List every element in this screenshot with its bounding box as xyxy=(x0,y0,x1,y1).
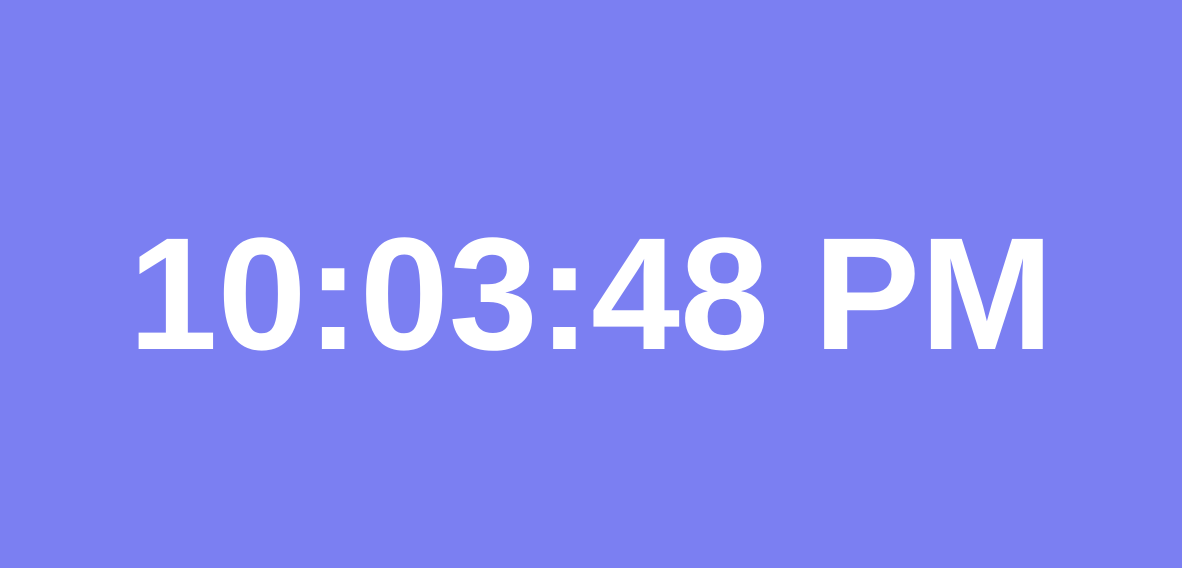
digital-clock-time: 10:03:48 PM xyxy=(128,204,1054,383)
